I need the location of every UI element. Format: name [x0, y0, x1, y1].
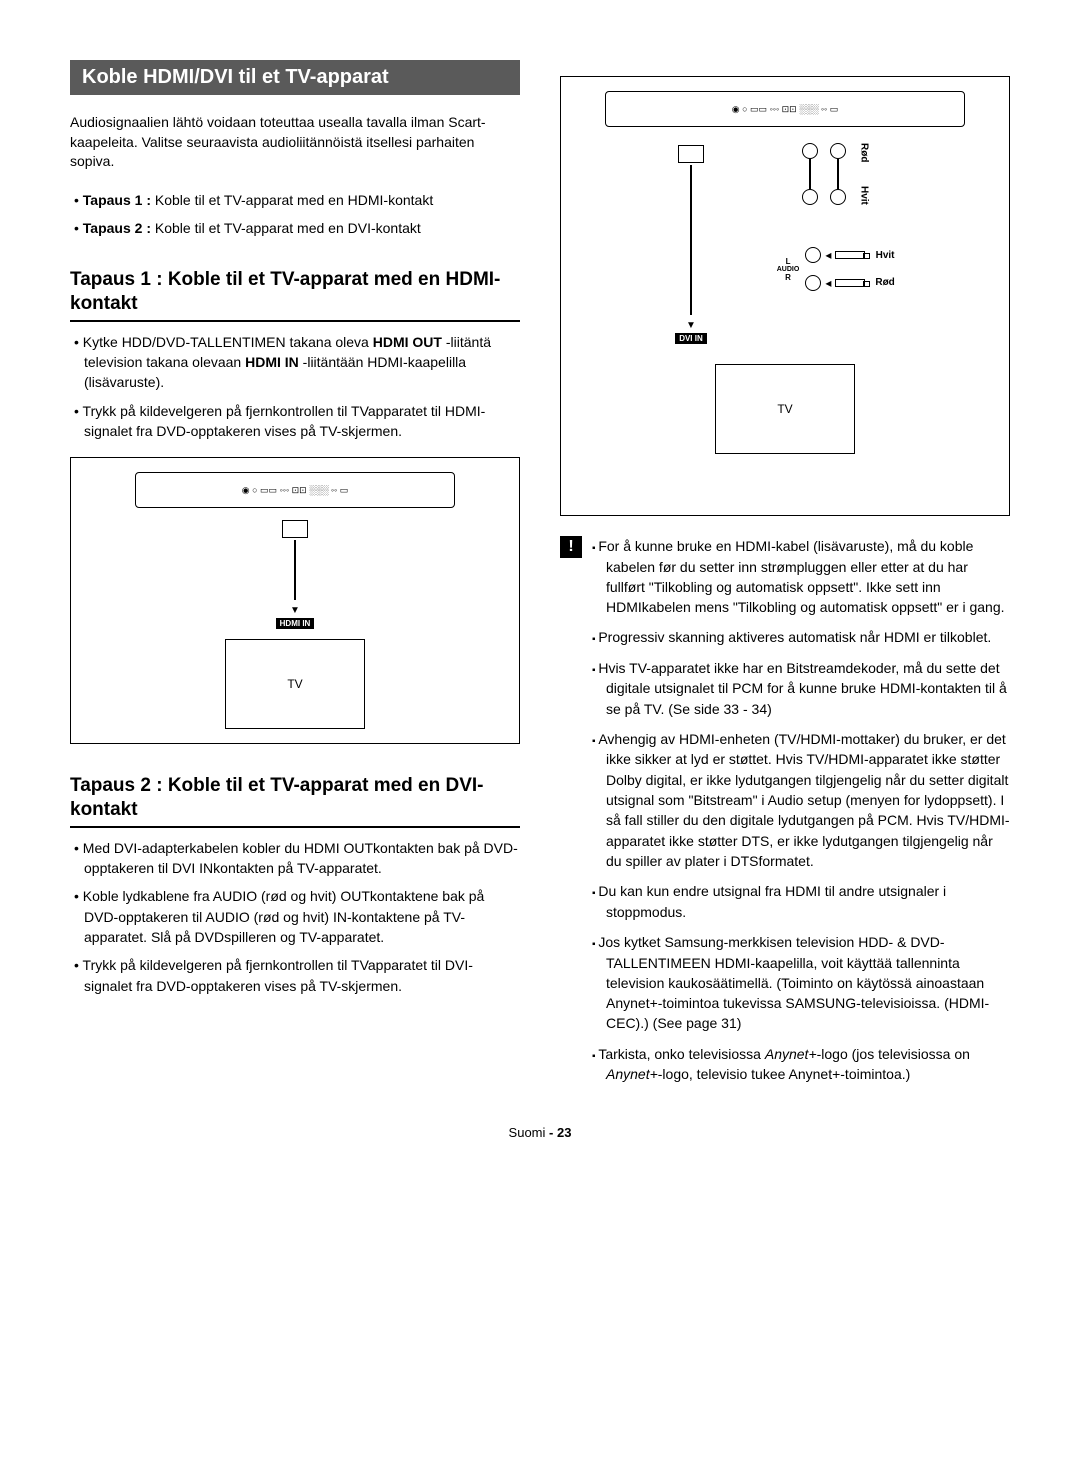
page-footer: Suomi - 23: [70, 1125, 1010, 1140]
audio-cables-icon: Rød Hvit L AUDIO R ◂ ◂: [777, 143, 895, 344]
anynet-logo: Anynet+: [765, 1046, 817, 1062]
sub1-bullets: Kytke HDD/DVD-TALLENTIMEN takana oleva H…: [70, 332, 520, 441]
hvit-label-2: Hvit: [876, 250, 895, 261]
note-item: Jos kytket Samsung-merkkisen television …: [592, 932, 1010, 1034]
sub1-title: Tapaus 1 : Koble til et TV-apparat med e…: [70, 268, 520, 316]
hdmi-cable-icon: HDMI IN: [276, 518, 315, 629]
recorder-back-icon: ◉ ○ ▭▭ ◦◦◦ ⊡⊡ ░░░ ◦◦ ▭: [605, 91, 965, 127]
sub1-bullet-1: Kytke HDD/DVD-TALLENTIMEN takana oleva H…: [74, 332, 520, 393]
option-label: Tapaus 1 :: [83, 192, 151, 208]
note-item: Hvis TV-apparatet ikke har en Bitstreamd…: [592, 658, 1010, 719]
recorder-back-icon: ◉ ○ ▭▭ ◦◦◦ ⊡⊡ ░░░ ◦◦ ▭: [135, 472, 455, 508]
anynet-logo: Anynet+: [606, 1066, 658, 1082]
sub1-bullet-2: Trykk på kildevelgeren på fjernkontrolle…: [74, 401, 520, 442]
rule: [70, 320, 520, 322]
option-tapaus2: Tapaus 2 : Koble til et TV-apparat med e…: [74, 218, 520, 238]
note-icon: !: [560, 536, 582, 558]
note-list: For å kunne bruke en HDMI-kabel (lisävar…: [592, 536, 1010, 1095]
tv-box-icon: TV: [715, 364, 855, 454]
note-item: Du kan kun endre utsignal fra HDMI til a…: [592, 881, 1010, 922]
dvi-cable-icon: DVI IN: [675, 143, 707, 344]
section-title: Koble HDMI/DVI til et TV-apparat: [70, 60, 520, 95]
footer-page: 23: [557, 1125, 571, 1140]
hvit-label: Hvit: [858, 186, 869, 205]
audio-label: AUDIO: [777, 266, 800, 273]
rod-label: Rød: [858, 143, 869, 162]
hdmi-in-label: HDMI IN: [276, 618, 315, 629]
sub2-bullet-1: Med DVI-adapterkabelen kobler du HDMI OU…: [74, 838, 520, 879]
notes-block: ! For å kunne bruke en HDMI-kabel (lisäv…: [560, 536, 1010, 1095]
connect-options: Tapaus 1 : Koble til et TV-apparat med e…: [70, 190, 520, 239]
rule: [70, 826, 520, 828]
sub2-title: Tapaus 2 : Koble til et TV-apparat med e…: [70, 774, 520, 822]
sub2-bullets: Med DVI-adapterkabelen kobler du HDMI OU…: [70, 838, 520, 996]
note-item: Progressiv skanning aktiveres automatisk…: [592, 627, 1010, 648]
option-tapaus1: Tapaus 1 : Koble til et TV-apparat med e…: [74, 190, 520, 210]
note-item: For å kunne bruke en HDMI-kabel (lisävar…: [592, 536, 1010, 617]
rod-label-2: Rød: [875, 277, 894, 288]
intro-text: Audiosignaalien lähtö voidaan toteuttaa …: [70, 113, 520, 172]
note-item: Avhengig av HDMI-enheten (TV/HDMI-mottak…: [592, 729, 1010, 871]
tv-box-icon: TV: [225, 639, 365, 729]
sub2-bullet-2: Koble lydkablene fra AUDIO (rød og hvit)…: [74, 886, 520, 947]
l-label: L: [786, 257, 791, 266]
dvi-diagram: ◉ ○ ▭▭ ◦◦◦ ⊡⊡ ░░░ ◦◦ ▭ DVI IN: [560, 76, 1010, 516]
r-label: R: [785, 273, 791, 282]
dvi-in-label: DVI IN: [675, 333, 707, 344]
note-item-anynet: Tarkista, onko televisiossa Anynet+-logo…: [592, 1044, 1010, 1085]
option-label: Tapaus 2 :: [83, 220, 151, 236]
hdmi-diagram: ◉ ○ ▭▭ ◦◦◦ ⊡⊡ ░░░ ◦◦ ▭ HDMI IN TV: [70, 457, 520, 744]
footer-lang: Suomi: [509, 1125, 546, 1140]
sub2-bullet-3: Trykk på kildevelgeren på fjernkontrolle…: [74, 955, 520, 996]
option-text: Koble til et TV-apparat med en DVI-konta…: [151, 220, 421, 236]
option-text: Koble til et TV-apparat med en HDMI-kont…: [151, 192, 433, 208]
